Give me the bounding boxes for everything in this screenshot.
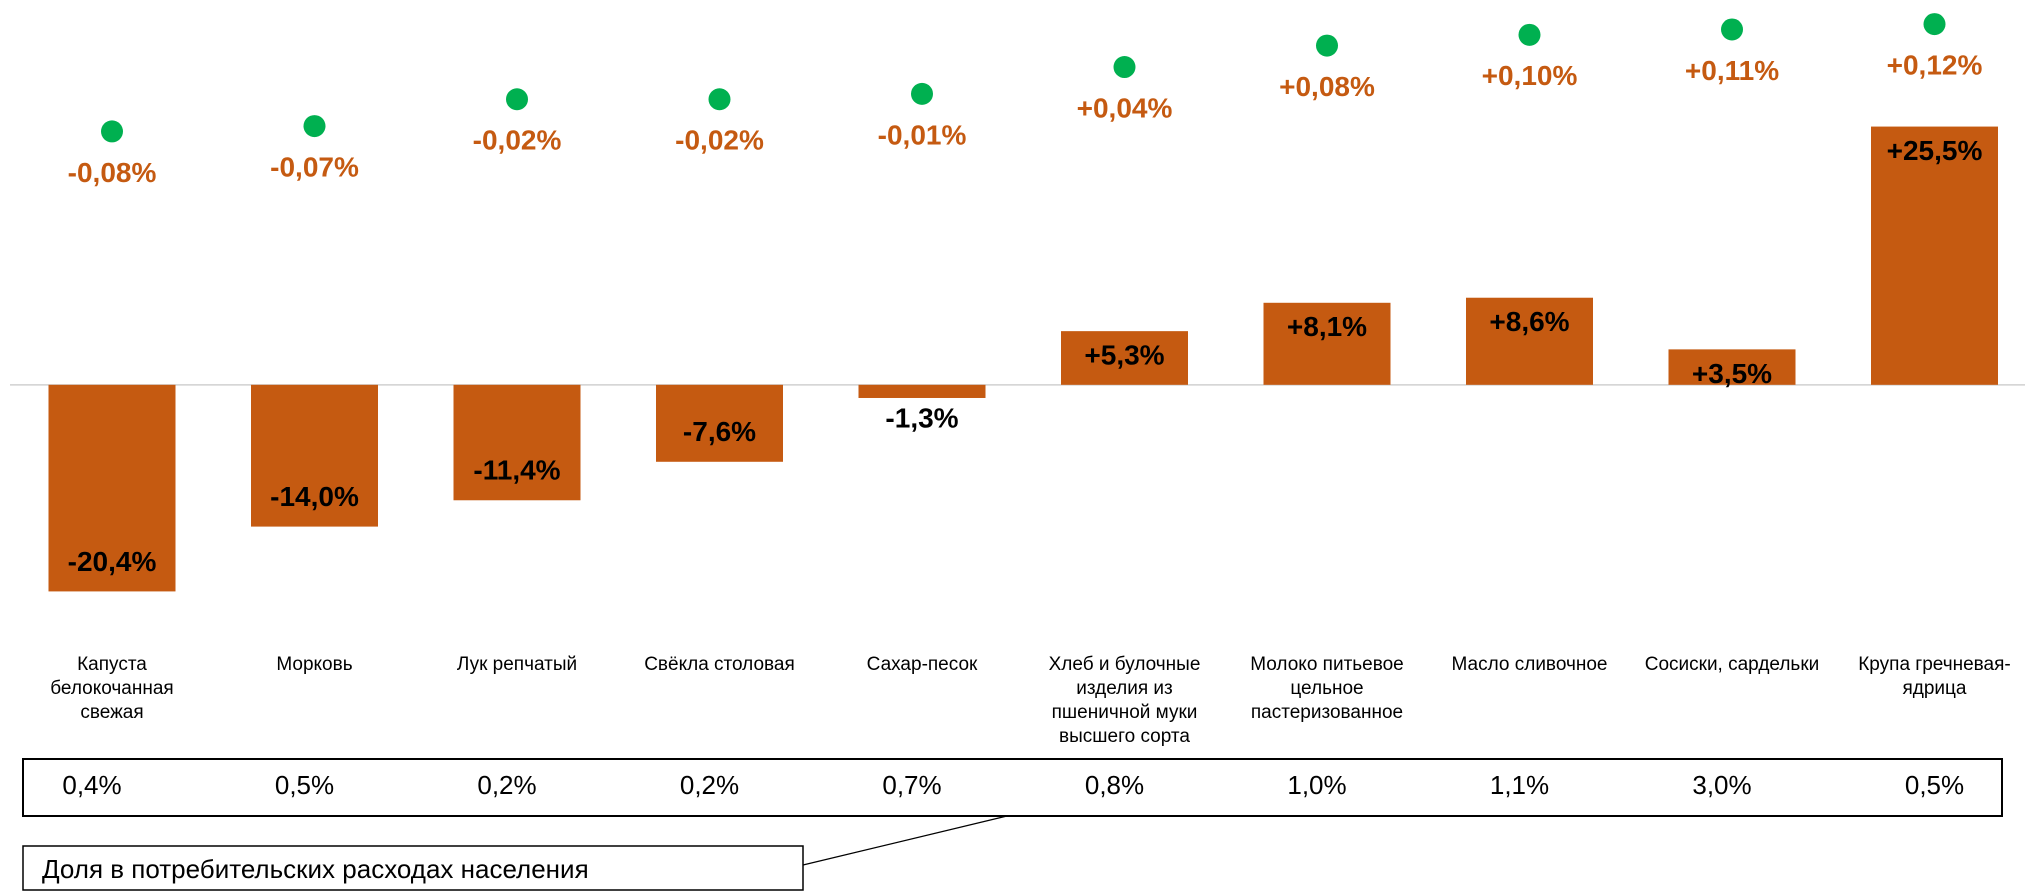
dot-label: +0,04%	[1077, 92, 1173, 123]
category-label: Масло сливочное	[1451, 654, 1608, 675]
bar-label: +8,1%	[1287, 311, 1367, 342]
bar	[48, 384, 176, 592]
dot	[303, 115, 326, 138]
category-label: Лук репчатый	[456, 654, 578, 675]
bar	[1061, 331, 1188, 385]
category-label: Молоко питьевое цельное пастеризованное	[1250, 654, 1404, 723]
dot	[911, 82, 933, 105]
bar	[656, 384, 783, 462]
bar	[1263, 302, 1391, 385]
category-label: Свёкла столовая	[644, 654, 795, 675]
dot	[1113, 56, 1136, 79]
bar-label: +8,6%	[1489, 306, 1569, 337]
bar-label: +25,5%	[1887, 135, 1983, 166]
share-cell: 0,7%	[882, 770, 941, 800]
dot-label: +0,11%	[1685, 55, 1779, 86]
category-label: Сосиски, сардельки	[1644, 654, 1820, 675]
dot	[101, 120, 123, 143]
bar-label: -11,4%	[473, 455, 560, 486]
dot-label: -0,02%	[675, 125, 764, 156]
share-table-box	[22, 758, 2003, 817]
callout-line	[802, 815, 1008, 866]
bar-label: +3,5%	[1692, 358, 1772, 389]
bar	[1466, 297, 1593, 385]
share-cell: 0,5%	[275, 770, 334, 800]
dot	[1518, 23, 1541, 46]
bar-label: +5,3%	[1084, 340, 1164, 371]
category-label: Хлеб и булочные изделия из пшеничной мук…	[1048, 654, 1201, 747]
bar	[453, 384, 581, 501]
dot-label: -0,07%	[270, 151, 359, 182]
category-label: Морковь	[276, 654, 353, 675]
dot-label: +0,12%	[1887, 49, 1983, 80]
bar-label: -14,0%	[270, 481, 359, 512]
dot	[1721, 18, 1743, 41]
share-cell: 1,1%	[1490, 770, 1549, 800]
dot	[1923, 13, 1946, 36]
bar	[1668, 349, 1796, 385]
bar-label: -20,4%	[68, 546, 157, 577]
dot-label: -0,01%	[878, 119, 967, 150]
share-cell: 1,0%	[1287, 770, 1346, 800]
share-cell: 3,0%	[1692, 770, 1751, 800]
share-cell: 0,2%	[680, 770, 739, 800]
dot-label: -0,08%	[68, 157, 157, 188]
share-cell: 0,5%	[1905, 770, 1964, 800]
bar	[1871, 126, 1998, 385]
category-label: Крупа гречневая-ядрица	[1858, 654, 2011, 699]
dot-label: -0,02%	[473, 125, 562, 156]
bar-label: -1,3%	[885, 402, 958, 433]
bar	[858, 384, 986, 398]
dot-label: +0,10%	[1482, 60, 1578, 91]
dot	[708, 88, 731, 111]
dot-label: +0,08%	[1279, 71, 1375, 102]
bar	[251, 384, 378, 527]
share-cell: 0,2%	[477, 770, 536, 800]
share-cell: 0,8%	[1085, 770, 1144, 800]
dot	[1316, 34, 1338, 57]
category-label: Сахар-песок	[866, 654, 978, 675]
callout-box	[22, 845, 804, 891]
bar-label: -7,6%	[683, 416, 756, 447]
category-label: Капуста белокочанная свежая	[50, 654, 174, 723]
dot	[506, 88, 528, 111]
share-cell: 0,4%	[62, 770, 121, 800]
callout-text: Доля в потребительских расходах населени…	[42, 854, 589, 884]
